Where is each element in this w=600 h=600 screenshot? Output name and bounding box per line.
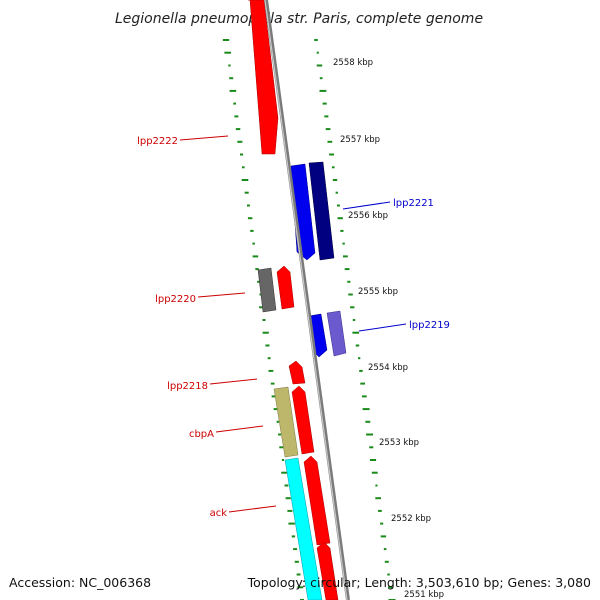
gene-bottom-red-block[interactable] — [316, 541, 339, 600]
gene-lpp2219-slate-block[interactable] — [326, 310, 347, 357]
gene-label-lpp2221[interactable]: lpp2221 — [393, 198, 434, 209]
leader-lpp2218 — [209, 378, 258, 385]
tick-label-2557: 2557 kbp — [340, 135, 380, 145]
gene-cbpA-olive-block[interactable] — [273, 386, 299, 458]
gene-lpp2220-red-block[interactable] — [276, 265, 295, 310]
leader-cbpA — [215, 425, 264, 433]
leader-lpp2220 — [197, 292, 246, 298]
leader-lpp2222 — [179, 135, 229, 141]
gene-lpp2222-block[interactable] — [248, 0, 279, 155]
gene-label-lpp2222[interactable]: lpp2222 — [137, 136, 178, 147]
right-dotted-track — [314, 39, 396, 600]
gene-label-lpp2218[interactable]: lpp2218 — [167, 381, 208, 392]
genome-backbone-highlight — [264, 0, 348, 600]
gene-label-cbpA[interactable]: cbpA — [189, 429, 214, 440]
gene-label-ack[interactable]: ack — [210, 508, 228, 519]
left-dotted-track — [222, 39, 304, 600]
gene-ack-red-block[interactable] — [303, 455, 331, 546]
leader-ack — [228, 505, 277, 513]
leader-lpp2219 — [358, 323, 407, 332]
gene-lpp2221-block-b[interactable] — [308, 161, 335, 261]
tick-label-2553: 2553 kbp — [379, 438, 419, 448]
tick-label-2552: 2552 kbp — [391, 514, 431, 524]
gene-label-lpp2219[interactable]: lpp2219 — [409, 320, 450, 331]
accession-text: Accession: NC_006368 — [9, 575, 151, 590]
gene-lpp2218-block[interactable] — [288, 360, 306, 385]
gene-labels: lpp2222 lpp2221 lpp2220 lpp2219 lpp2218 … — [137, 135, 450, 519]
leader-lpp2221 — [342, 201, 391, 210]
gene-label-lpp2220[interactable]: lpp2220 — [155, 294, 196, 305]
tick-label-2556: 2556 kbp — [348, 211, 388, 221]
genome-backbone — [264, 0, 350, 600]
gene-cbpA-red-block[interactable] — [291, 385, 315, 455]
scale-ticks: 2558 kbp 2557 kbp 2556 kbp 2555 kbp 2554… — [333, 58, 444, 600]
map-title: Legionella pneumophila str. Paris, compl… — [115, 11, 483, 27]
footer-accession-bg — [6, 573, 146, 591]
feature-track — [248, 0, 347, 600]
tick-label-2554: 2554 kbp — [368, 363, 408, 373]
tick-label-2551: 2551 kbp — [404, 590, 444, 600]
gene-lpp2220-gray-block[interactable] — [257, 267, 277, 313]
tick-label-2555: 2555 kbp — [358, 287, 398, 297]
tick-label-2558: 2558 kbp — [333, 58, 373, 68]
gene-ack-cyan-block[interactable] — [284, 457, 323, 600]
genome-summary-text: Topology: circular; Length: 3,503,610 bp… — [247, 575, 591, 590]
